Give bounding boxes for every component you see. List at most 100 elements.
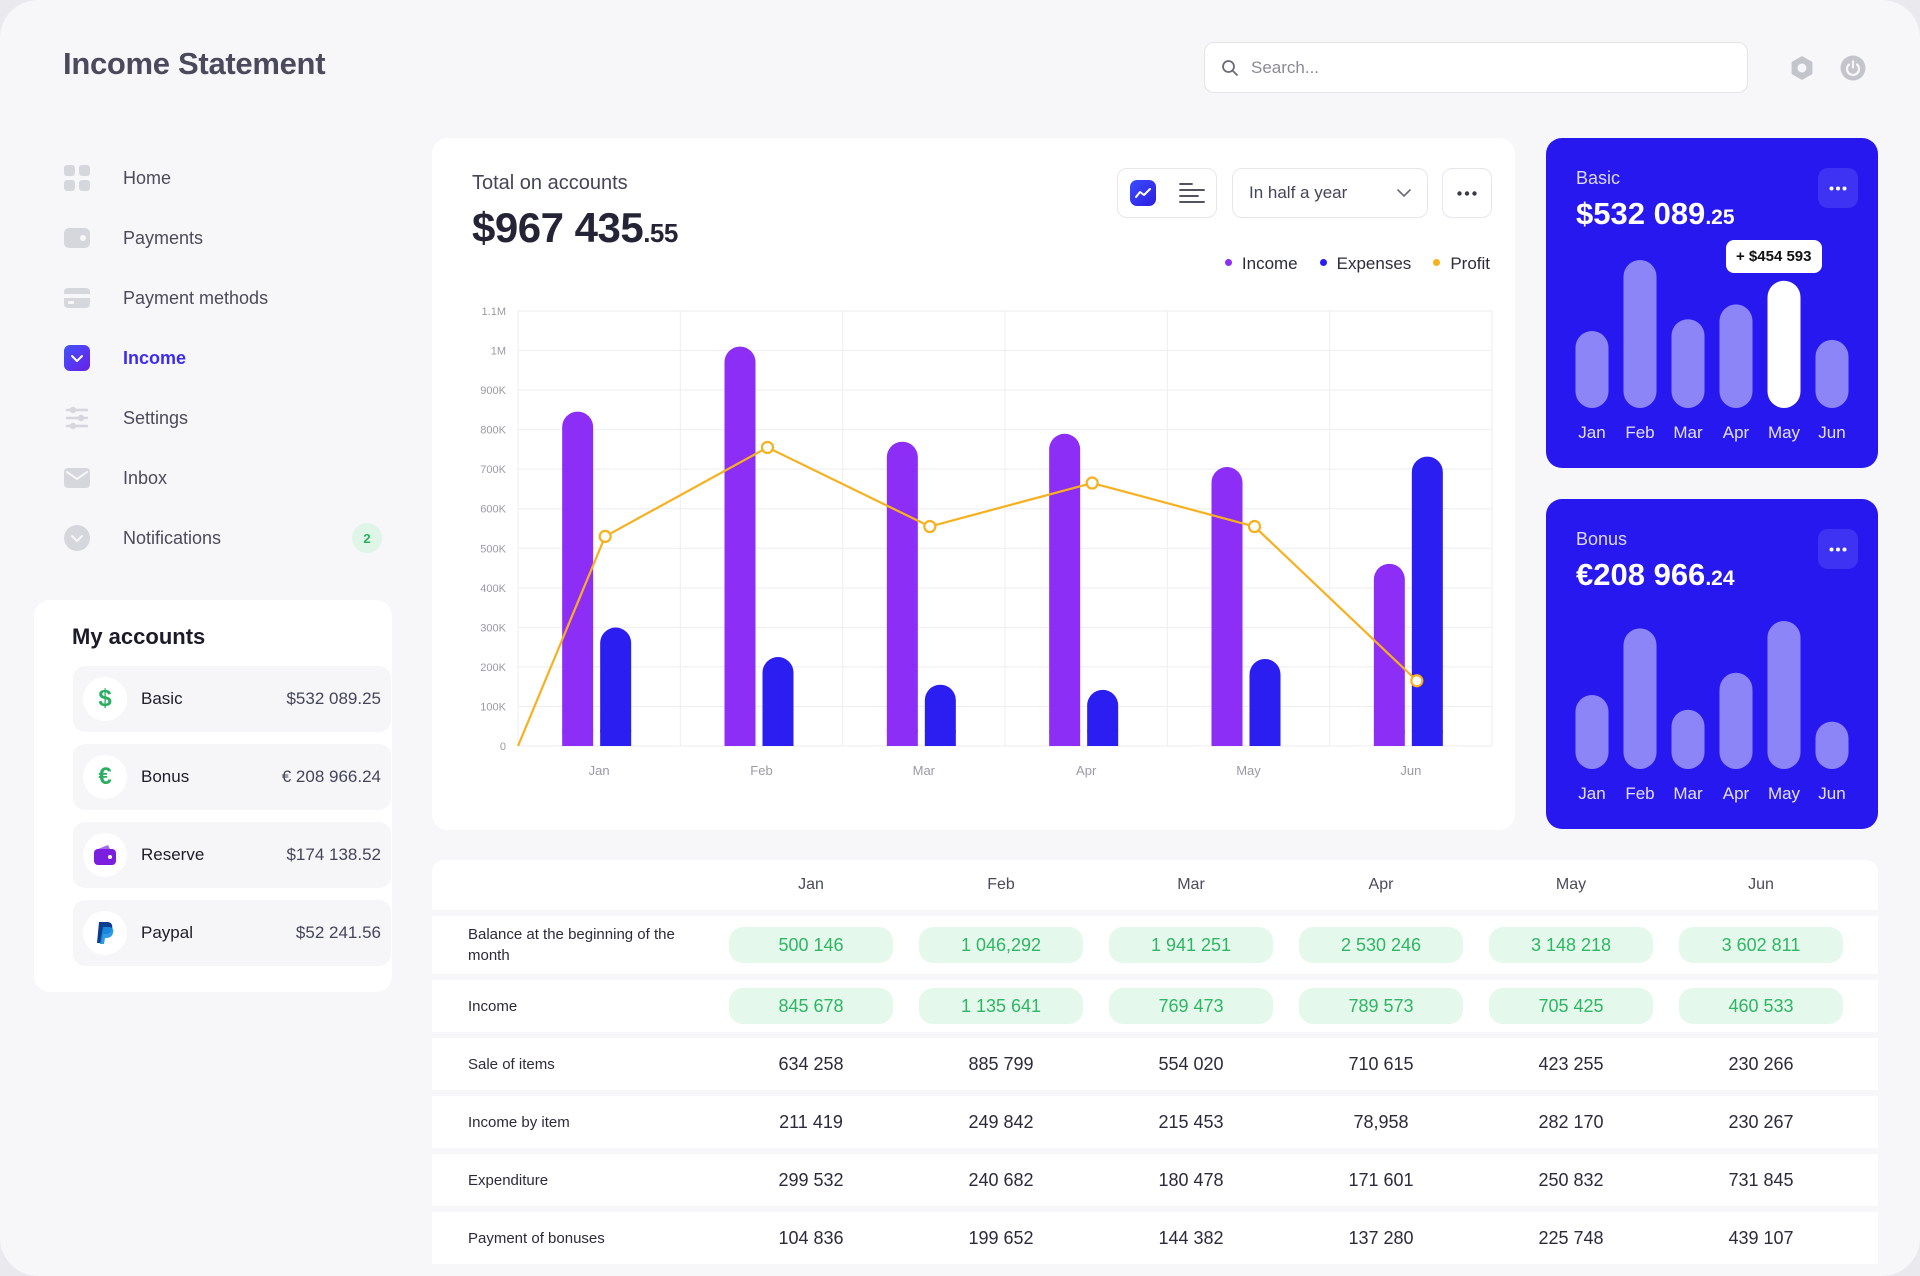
bar-expenses-base xyxy=(600,730,632,746)
value-pill: 705 425 xyxy=(1489,988,1653,1024)
table-body: Balance at the beginning of the month 500… xyxy=(432,916,1878,1264)
bar-expenses-jun xyxy=(1411,456,1443,746)
table-row: Payment of bonuses 104 836 199 652 144 382 1… xyxy=(432,1212,1878,1264)
card-more-button[interactable] xyxy=(1818,168,1858,208)
account-balance: $52 241.56 xyxy=(295,923,381,942)
table-cell: 705 425 xyxy=(1476,988,1666,1024)
table-column-header: Mar xyxy=(1177,876,1205,893)
profit-line xyxy=(516,446,1418,747)
settings-hex-button[interactable] xyxy=(1788,54,1816,82)
card-month-label: Apr xyxy=(1723,423,1750,442)
sidebar-item-inbox[interactable]: Inbox xyxy=(62,448,382,508)
y-tick-label: 900K xyxy=(480,385,506,397)
table-cell: 731 845 xyxy=(1728,1169,1794,1190)
card-month-label: Apr xyxy=(1723,784,1750,803)
line-chart-icon xyxy=(1129,180,1156,206)
account-name: Bonus xyxy=(141,767,190,786)
card-more-button[interactable] xyxy=(1818,529,1858,569)
sidebar-item-payment-methods[interactable]: Payment methods xyxy=(62,268,382,328)
card-tooltip: + $454 593 xyxy=(1726,240,1822,273)
card-bar-mar xyxy=(1671,319,1705,408)
table-row: Income by item 211 419 249 842 215 453 78,95… xyxy=(432,1096,1878,1148)
y-tick-label: 300K xyxy=(480,622,506,634)
line-view-button[interactable] xyxy=(1118,169,1167,217)
list-view-button[interactable] xyxy=(1167,169,1216,217)
value-pill: 460 533 xyxy=(1679,988,1843,1024)
row-label: Sale of items xyxy=(468,1055,555,1073)
value-pill: 3 602 811 xyxy=(1679,927,1843,963)
sidebar-item-label: Inbox xyxy=(123,467,168,488)
table-cell: 230 267 xyxy=(1728,1111,1794,1132)
table-cell: 634 258 xyxy=(778,1053,844,1074)
notification-count-badge: 2 xyxy=(352,523,382,553)
sidebar-item-label: Income xyxy=(123,347,187,368)
card-month-label: Mar xyxy=(1673,423,1703,442)
table-cell: 78,958 xyxy=(1353,1111,1409,1132)
sidebar-item-income[interactable]: Income xyxy=(62,328,382,388)
sidebar-item-payments[interactable]: Payments xyxy=(62,208,382,268)
table-cell: 230 266 xyxy=(1728,1053,1794,1074)
chart-more-button[interactable] xyxy=(1442,168,1492,218)
value-pill: 1 046,292 xyxy=(919,927,1083,963)
card-bar-jan xyxy=(1575,695,1609,769)
more-dots-icon xyxy=(1457,190,1477,196)
table-header: Jan Feb Mar Apr May Jun xyxy=(432,860,1878,910)
my-accounts-panel: My accounts $ Basic $532 089.25 € Bonus … xyxy=(34,600,392,992)
bar-expenses-feb xyxy=(762,657,794,746)
table-cell: 144 382 xyxy=(1158,1227,1224,1248)
x-tick-label: Jun xyxy=(1400,763,1421,778)
profit-point-jan xyxy=(598,529,612,544)
table-row: Income 845 678 1 135 641 769 473 789 573 705 … xyxy=(432,980,1878,1032)
power-button[interactable] xyxy=(1839,54,1867,82)
card-month-label: May xyxy=(1768,423,1801,442)
sidebar-item-notifications[interactable]: Notifications 2 xyxy=(62,508,382,568)
search-box[interactable] xyxy=(1204,42,1748,93)
accounts-title: My accounts xyxy=(72,624,206,649)
sidebar-item-settings[interactable]: Settings xyxy=(62,388,382,448)
card-bar-jun xyxy=(1815,721,1849,769)
hexagon-gear-icon xyxy=(1791,56,1813,80)
sidebar-item-home[interactable]: Home xyxy=(62,148,382,208)
table-cell: 3 602 811 xyxy=(1666,927,1856,963)
table-cell: 211 419 xyxy=(779,1111,843,1132)
profit-point-may xyxy=(1247,519,1262,534)
table-cell: 500 146 xyxy=(716,927,906,963)
total-title: Total on accounts xyxy=(472,172,628,194)
card-bar-feb xyxy=(1623,260,1657,408)
table-cell: 439 107 xyxy=(1728,1227,1794,1248)
legend-item-expenses: Expenses xyxy=(1319,254,1411,274)
period-select-value: In half a year xyxy=(1249,183,1348,202)
card-month-label: Feb xyxy=(1625,423,1654,442)
y-tick-label: 500K xyxy=(480,543,506,555)
table-column-header: Jun xyxy=(1748,876,1774,893)
account-row-bonus[interactable]: € Bonus € 208 966.24 xyxy=(73,744,391,810)
table-row: Balance at the beginning of the month 500… xyxy=(432,916,1878,974)
account-row-basic[interactable]: $ Basic $532 089.25 xyxy=(73,666,391,732)
y-tick-label: 1M xyxy=(491,346,506,358)
account-row-reserve[interactable]: Reserve $174 138.52 xyxy=(73,822,391,888)
value-pill: 2 530 246 xyxy=(1299,927,1463,963)
income-chart: 0 100K 200K 300K 400K 500K 600K 700K 800K 900K 1M 1… xyxy=(480,306,1493,778)
sidebar-item-label: Settings xyxy=(123,407,189,428)
bar-income-base xyxy=(562,730,594,746)
basic-card-chart: Jan Feb Mar Apr May Jun xyxy=(1575,260,1849,442)
table-cell: 423 255 xyxy=(1538,1053,1604,1074)
table-row: Expenditure 299 532 240 682 180 478 171 601 2… xyxy=(432,1154,1878,1206)
bar-income-base xyxy=(1211,730,1243,746)
card-value-cents: .25 xyxy=(1705,206,1735,229)
table-cell: 250 832 xyxy=(1538,1169,1604,1190)
list-icon xyxy=(1178,183,1205,203)
card-bar-jan xyxy=(1575,331,1609,408)
card-bar-may xyxy=(1767,280,1801,408)
table-cell: 137 280 xyxy=(1348,1227,1414,1248)
search-input[interactable] xyxy=(1251,57,1711,78)
account-balance: $174 138.52 xyxy=(286,845,381,864)
period-select[interactable]: In half a year xyxy=(1232,168,1428,218)
y-tick-label: 0 xyxy=(500,741,506,753)
row-label: Income by item xyxy=(468,1113,570,1131)
card-bar-may xyxy=(1767,621,1801,769)
mail-icon xyxy=(62,463,92,493)
table-cell: 225 748 xyxy=(1538,1227,1604,1248)
y-tick-label: 800K xyxy=(480,425,506,437)
account-row-paypal[interactable]: Paypal $52 241.56 xyxy=(73,900,391,966)
